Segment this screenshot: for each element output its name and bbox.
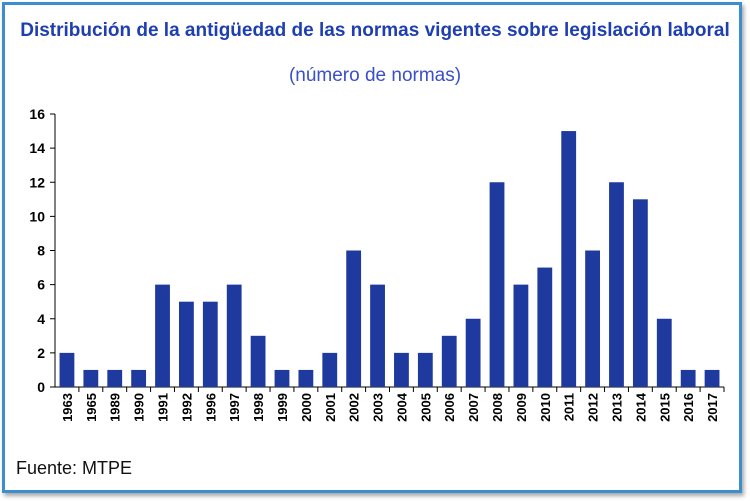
bar-1989 [107,369,123,387]
y-tick-label: 14 [29,140,45,156]
y-tick-label: 16 [29,106,45,122]
y-tick-label: 4 [37,311,45,327]
bar-2004 [394,352,409,387]
x-tick-label: 1990 [132,393,147,422]
x-tick-label: 1998 [251,393,266,422]
bar-2010 [537,267,553,387]
x-tick-label: 1999 [275,393,290,422]
bar-1992 [179,301,194,387]
x-tick-label: 1991 [156,393,171,422]
y-tick-label: 10 [29,208,45,224]
source-note: Fuente: MTPE [16,458,133,478]
bar-2012 [585,250,600,387]
bar-2011 [561,131,577,387]
x-tick-label: 1997 [227,393,242,422]
chart-subtitle: (número de normas) [288,65,462,86]
x-tick-label: 2000 [299,393,314,422]
bar-2006 [441,335,457,387]
x-tick-label: 2012 [586,393,601,422]
y-tick-label: 0 [37,379,45,395]
x-tick-label: 2002 [347,393,362,422]
bar-1991 [155,284,170,387]
x-tick-label: 2013 [609,393,624,422]
x-tick-label: 2016 [681,393,696,422]
bar-2017 [704,369,720,387]
x-tick-label: 2009 [514,393,529,422]
y-tick-label: 6 [37,277,45,293]
bar-1997 [226,284,242,387]
bar-2005 [417,352,433,387]
bar-2015 [656,318,672,387]
bar-2009 [513,284,529,387]
x-tick-label: 2010 [538,393,553,422]
x-tick-label: 2005 [418,393,433,422]
bar-2014 [632,199,648,387]
x-tick-label: 2004 [394,392,409,422]
bar-1996 [202,301,218,387]
x-tick-label: 1965 [84,393,99,422]
x-tick-label: 1992 [179,393,194,422]
x-tick-label: 2017 [705,393,720,422]
bar-2007 [465,318,481,387]
chart-title: Distribución de la antigüedad de las nor… [20,20,730,41]
x-tick-label: 1989 [108,393,123,422]
bar-1965 [83,369,99,387]
bar-2000 [298,369,314,387]
bar-2008 [489,182,505,387]
x-tick-label: 2007 [466,393,481,422]
x-tick-label: 2001 [323,393,338,422]
x-tick-label: 2011 [562,393,577,421]
bar-1999 [274,369,290,387]
bar-1998 [250,335,266,387]
x-tick-label: 2015 [657,393,672,422]
x-tick-label: 2003 [371,393,386,422]
bar-2001 [322,352,338,387]
x-tick-label: 2006 [442,393,457,422]
x-tick-label: 2008 [490,393,505,422]
bar-1990 [131,369,147,387]
x-tick-label: 2014 [633,392,648,422]
x-tick-label: 1963 [60,393,75,422]
bar-1963 [59,352,75,387]
bar-2003 [370,284,385,387]
bar-2002 [346,250,362,387]
y-tick-label: 2 [37,345,45,361]
y-tick-label: 8 [37,243,45,259]
y-tick-label: 12 [29,174,45,190]
bar-2013 [609,182,624,387]
bar-2016 [680,369,696,387]
x-tick-label: 1996 [203,393,218,422]
